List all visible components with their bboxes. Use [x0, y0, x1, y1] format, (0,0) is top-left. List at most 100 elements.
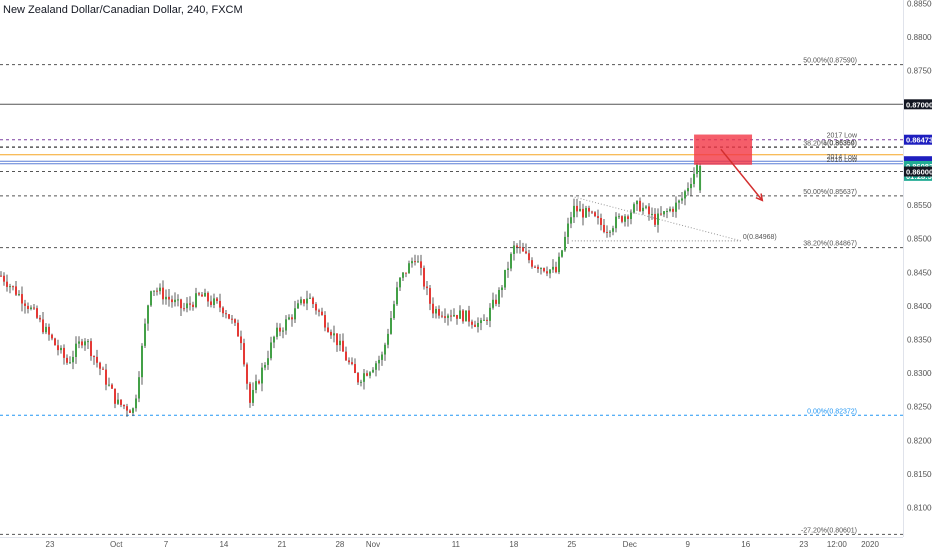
candle-body[interactable]	[96, 356, 98, 363]
candle-body[interactable]	[378, 359, 380, 364]
candle-body[interactable]	[117, 399, 119, 404]
candle-body[interactable]	[432, 303, 434, 314]
candle-body[interactable]	[309, 297, 311, 299]
candle-body[interactable]	[27, 305, 29, 309]
candle-body[interactable]	[612, 228, 614, 232]
candle-body[interactable]	[321, 311, 323, 316]
candle-body[interactable]	[345, 351, 347, 361]
candle-body[interactable]	[165, 296, 167, 300]
candle-body[interactable]	[690, 184, 692, 189]
candle-body[interactable]	[513, 245, 515, 254]
candle-body[interactable]	[570, 217, 572, 224]
candle-body[interactable]	[180, 299, 182, 309]
candle-body[interactable]	[69, 362, 71, 364]
candle-body[interactable]	[546, 271, 548, 274]
candle-body[interactable]	[153, 290, 155, 292]
candle-body[interactable]	[369, 372, 371, 376]
candle-body[interactable]	[213, 298, 215, 305]
candle-body[interactable]	[462, 310, 464, 322]
candle-body[interactable]	[549, 269, 551, 274]
candle-body[interactable]	[327, 327, 329, 332]
candle-body[interactable]	[285, 319, 287, 331]
candle-body[interactable]	[102, 368, 104, 370]
candle-body[interactable]	[372, 369, 374, 373]
candle-body[interactable]	[579, 208, 581, 212]
trend-line[interactable]	[571, 195, 742, 242]
candle-body[interactable]	[210, 301, 212, 305]
candle-body[interactable]	[444, 316, 446, 318]
candle-body[interactable]	[543, 268, 545, 272]
candle-body[interactable]	[273, 336, 275, 343]
candle-body[interactable]	[111, 384, 113, 389]
candle-body[interactable]	[63, 347, 65, 358]
candle-body[interactable]	[57, 345, 59, 351]
candle-body[interactable]	[606, 231, 608, 233]
candle-body[interactable]	[279, 327, 281, 332]
candle-body[interactable]	[72, 356, 74, 363]
candle-body[interactable]	[186, 303, 188, 309]
candle-body[interactable]	[51, 334, 53, 339]
candle-body[interactable]	[147, 305, 149, 324]
candle-body[interactable]	[471, 321, 473, 325]
candle-body[interactable]	[342, 340, 344, 352]
candle-body[interactable]	[468, 310, 470, 322]
candle-body[interactable]	[504, 269, 506, 288]
candle-body[interactable]	[105, 369, 107, 385]
candle-body[interactable]	[306, 298, 308, 304]
price-badge[interactable]	[904, 160, 932, 171]
candle-body[interactable]	[459, 310, 461, 319]
candle-body[interactable]	[555, 266, 557, 273]
candle-body[interactable]	[591, 211, 593, 213]
candle-body[interactable]	[15, 286, 17, 295]
candle-body[interactable]	[387, 333, 389, 345]
candle-body[interactable]	[183, 308, 185, 310]
candle-body[interactable]	[144, 323, 146, 346]
candle-body[interactable]	[531, 260, 533, 267]
candle-body[interactable]	[6, 281, 8, 287]
candle-body[interactable]	[609, 231, 611, 233]
candle-body[interactable]	[60, 347, 62, 351]
candle-body[interactable]	[618, 216, 620, 218]
candle-body[interactable]	[495, 299, 497, 304]
candle-body[interactable]	[54, 338, 56, 346]
candle-body[interactable]	[507, 268, 509, 270]
candle-body[interactable]	[99, 362, 101, 369]
candle-body[interactable]	[576, 205, 578, 212]
candle-body[interactable]	[390, 318, 392, 334]
annotations[interactable]	[571, 134, 764, 242]
candle-body[interactable]	[360, 381, 362, 383]
candle-body[interactable]	[159, 287, 161, 292]
candle-body[interactable]	[240, 336, 242, 344]
candle-body[interactable]	[255, 381, 257, 390]
candle-body[interactable]	[78, 341, 80, 344]
candle-body[interactable]	[174, 299, 176, 303]
price-axis[interactable]: 0.885000.880000.875000.870000.865000.860…	[903, 0, 932, 537]
candle-body[interactable]	[654, 213, 656, 225]
candle-body[interactable]	[699, 165, 702, 191]
candle-body[interactable]	[537, 266, 539, 269]
candle-body[interactable]	[417, 261, 419, 263]
candle-body[interactable]	[315, 304, 317, 311]
sell-zone-box[interactable]	[694, 134, 753, 165]
candle-body[interactable]	[522, 247, 524, 252]
candle-body[interactable]	[558, 256, 560, 273]
candle-body[interactable]	[261, 367, 263, 384]
price-badge[interactable]	[904, 166, 932, 177]
candle-body[interactable]	[132, 408, 134, 413]
candle-body[interactable]	[150, 291, 152, 306]
candle-body[interactable]	[420, 261, 422, 268]
candle-body[interactable]	[501, 287, 503, 291]
candle-body[interactable]	[486, 319, 488, 321]
candle-body[interactable]	[402, 272, 404, 278]
candle-body[interactable]	[528, 253, 530, 261]
candle-body[interactable]	[615, 216, 617, 229]
time-axis[interactable]: 23 Oct 7 14 21 28 Nov 11 18 25 Dec 9 16 23 12:00 2020	[0, 537, 903, 550]
candle-body[interactable]	[231, 318, 233, 320]
candle-body[interactable]	[627, 216, 629, 219]
candle-body[interactable]	[408, 263, 410, 274]
candle-body[interactable]	[405, 272, 407, 274]
candle-body[interactable]	[645, 206, 647, 208]
candle-body[interactable]	[399, 277, 401, 288]
candle-body[interactable]	[249, 383, 251, 403]
candle-body[interactable]	[258, 381, 260, 384]
